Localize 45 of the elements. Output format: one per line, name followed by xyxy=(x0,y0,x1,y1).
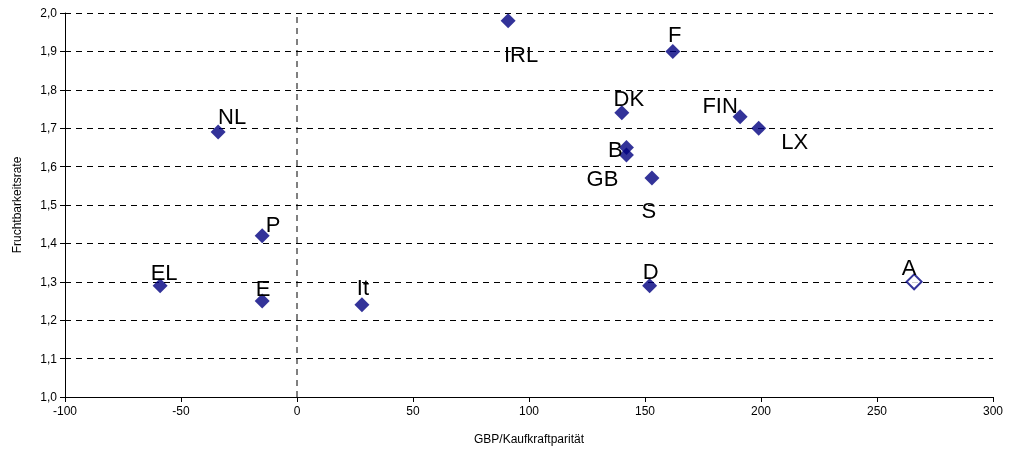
y-tick-label: 1,0 xyxy=(40,390,58,404)
y-tick-label: 1,5 xyxy=(40,198,58,212)
point xyxy=(665,43,681,59)
annotation: IRL xyxy=(503,42,539,68)
x-tick-label: 0 xyxy=(293,404,301,418)
x-tick-label: 300 xyxy=(982,404,1004,418)
annotation: A xyxy=(901,255,917,281)
x-tick-label: 200 xyxy=(750,404,772,418)
y-tick-label: 1,6 xyxy=(40,159,58,174)
y-tick-label: 1,2 xyxy=(40,313,58,328)
annotation: F xyxy=(668,21,682,47)
point xyxy=(354,297,370,313)
annotation: DK xyxy=(613,86,645,112)
point xyxy=(614,105,630,121)
x-tick-label: -100 xyxy=(52,404,78,418)
x-tick-label: -50 xyxy=(172,404,190,418)
annotation: It xyxy=(356,275,370,301)
annotation: EL xyxy=(150,260,178,286)
x-tick-label: 250 xyxy=(866,404,888,418)
annotation: FIN xyxy=(702,93,738,119)
annotation: B xyxy=(608,136,623,162)
y-tick-label: 1,9 xyxy=(40,44,58,59)
annotation: P xyxy=(265,212,281,238)
point xyxy=(905,273,923,291)
x-axis-title: GBP/Kaufkraftparität xyxy=(473,432,585,446)
y-axis-title: Fruchtbarkeitsrate xyxy=(10,156,24,254)
y-tick-label: 1,4 xyxy=(40,236,58,251)
x-tick-label: 50 xyxy=(406,404,420,418)
x-tick-label: 100 xyxy=(518,404,540,418)
annotation: S xyxy=(641,197,657,223)
annotation: NL xyxy=(218,103,247,129)
point xyxy=(210,124,226,140)
annotation: GB xyxy=(586,165,619,191)
y-tick-label: 1,3 xyxy=(40,274,58,289)
x-tick-label: 150 xyxy=(634,404,656,418)
y-tick-label: 1,7 xyxy=(40,121,58,136)
annotation: LX xyxy=(781,128,809,154)
y-tick-label: 2,0 xyxy=(40,6,58,20)
point xyxy=(751,120,767,136)
annotation: D xyxy=(642,259,659,285)
point xyxy=(500,13,516,29)
y-tick-label: 1,8 xyxy=(40,82,58,97)
point xyxy=(642,278,658,294)
point xyxy=(644,170,660,186)
y-tick-label: 1,1 xyxy=(40,351,58,366)
